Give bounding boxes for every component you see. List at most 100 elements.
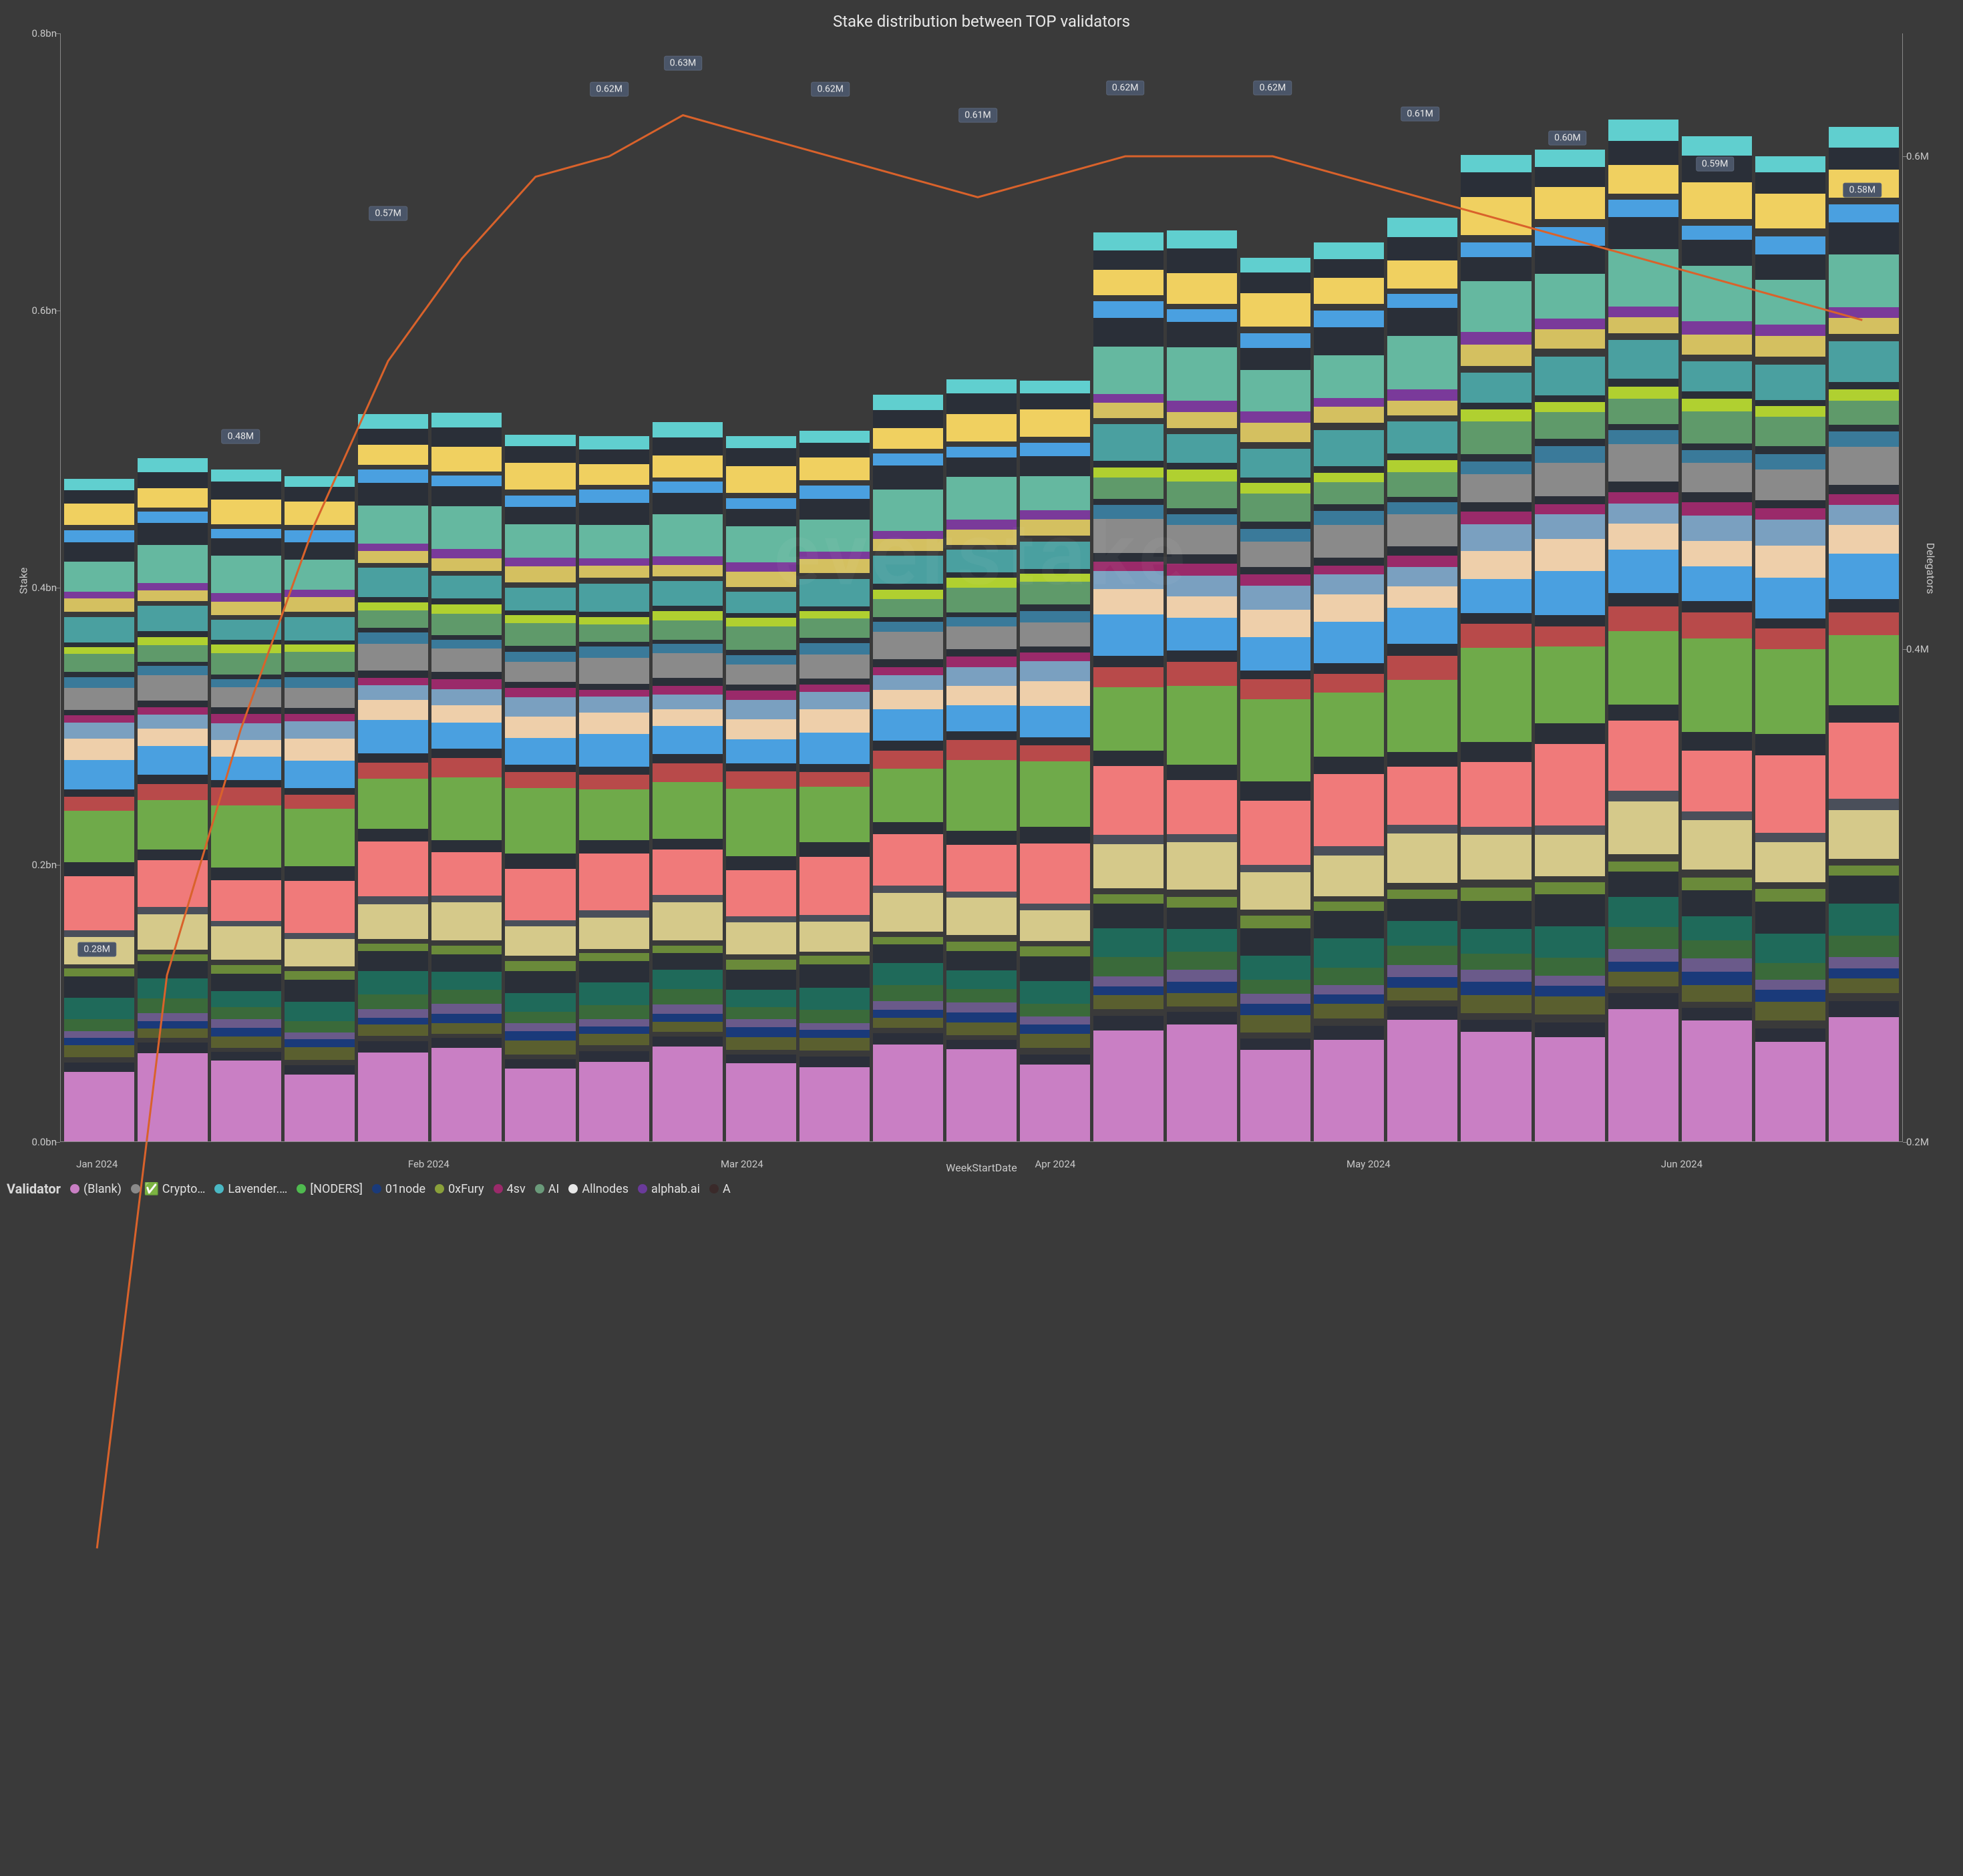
bar-column[interactable] — [1167, 33, 1237, 1142]
bar-segment — [1461, 1020, 1531, 1032]
legend-item[interactable]: 0xFury — [435, 1182, 484, 1196]
legend-item[interactable]: [NODERS] — [297, 1182, 363, 1196]
bar-segment — [285, 761, 355, 788]
bar-segment — [505, 788, 575, 854]
bar-segment — [726, 1050, 796, 1055]
legend-item[interactable]: Allnodes — [568, 1182, 629, 1196]
bar-column[interactable] — [799, 33, 870, 1142]
bar-column[interactable] — [1755, 33, 1825, 1142]
legend-item[interactable]: Lavender.… — [214, 1182, 287, 1196]
bar-segment — [358, 1024, 428, 1035]
bar-column[interactable] — [1020, 33, 1090, 1142]
legend-item[interactable]: AI — [535, 1182, 560, 1196]
bar-column[interactable] — [64, 33, 134, 1142]
bar-segment — [1020, 542, 1090, 569]
bar-segment — [1829, 978, 1899, 993]
bar-segment — [1020, 510, 1090, 519]
bar-column[interactable] — [358, 33, 428, 1142]
bar-column[interactable] — [1314, 33, 1384, 1142]
bar-segment — [653, 953, 723, 970]
bar-column[interactable] — [1461, 33, 1531, 1142]
bar-segment — [1167, 686, 1237, 765]
bar-segment — [211, 757, 281, 779]
bar-segment — [1535, 446, 1605, 462]
bar-segment — [211, 1019, 281, 1028]
bar-segment — [1093, 986, 1164, 996]
bar-segment — [1240, 370, 1310, 412]
bar-segment — [946, 740, 1017, 760]
bar-column[interactable] — [873, 33, 943, 1142]
bar-segment — [64, 1038, 134, 1045]
bar-segment — [64, 562, 134, 592]
bar-segment — [799, 1030, 870, 1038]
bar-segment — [1314, 902, 1384, 912]
bar-segment — [1020, 1024, 1090, 1034]
bar-segment — [138, 637, 208, 645]
bar-segment — [1093, 394, 1164, 403]
legend-label: AI — [548, 1182, 560, 1196]
bar-segment — [64, 789, 134, 797]
bar-segment — [211, 1037, 281, 1048]
bar-column[interactable] — [1240, 33, 1310, 1142]
bar-column[interactable] — [431, 33, 502, 1142]
bar-column[interactable] — [579, 33, 649, 1142]
bar-segment — [1682, 226, 1752, 240]
bar-segment — [64, 617, 134, 642]
bar-segment — [358, 1041, 428, 1053]
bar-column[interactable] — [1608, 33, 1678, 1142]
bar-segment — [1240, 910, 1310, 916]
bar-segment — [1240, 258, 1310, 272]
bar-column[interactable] — [1682, 33, 1752, 1142]
bar-segment — [946, 572, 1017, 578]
bar-column[interactable] — [653, 33, 723, 1142]
bar-column[interactable] — [505, 33, 575, 1142]
bar-segment — [64, 968, 134, 976]
bar-segment — [211, 1061, 281, 1142]
bar-column[interactable] — [1535, 33, 1605, 1142]
bar-segment — [1682, 240, 1752, 266]
bar-segment — [579, 918, 649, 949]
legend-item[interactable]: 4sv — [494, 1182, 526, 1196]
bar-segment — [1829, 1017, 1899, 1142]
bar-segment — [653, 620, 723, 640]
bar-column[interactable] — [726, 33, 796, 1142]
bar-segment — [1829, 425, 1899, 431]
bar-segment — [1314, 574, 1384, 594]
bar-segment — [1829, 599, 1899, 612]
legend-swatch — [131, 1184, 140, 1193]
bar-segment — [1608, 801, 1678, 854]
legend-item[interactable]: (Blank) — [70, 1182, 122, 1196]
bar-segment — [1461, 880, 1531, 888]
bar-segment — [1387, 472, 1457, 497]
bar-column[interactable] — [1093, 33, 1164, 1142]
bar-segment — [1608, 492, 1678, 504]
bar-segment — [1387, 514, 1457, 546]
bar-segment — [653, 940, 723, 946]
bar-segment — [431, 1048, 502, 1142]
bar-segment — [358, 544, 428, 551]
bar-segment — [431, 1038, 502, 1048]
bar-segment — [505, 490, 575, 496]
bar-segment — [1167, 834, 1237, 842]
bar-column[interactable] — [285, 33, 355, 1142]
bar-segment — [285, 739, 355, 761]
y-right-tick: 0.6M — [1906, 150, 1929, 162]
bar-segment — [1020, 611, 1090, 623]
bar-column[interactable] — [1387, 33, 1457, 1142]
bar-column[interactable] — [1829, 33, 1899, 1142]
bar-segment — [1167, 576, 1237, 596]
bar-segment — [431, 990, 502, 1004]
legend-item[interactable]: A — [709, 1182, 731, 1196]
legend-item[interactable]: ✅ Crypto… — [131, 1182, 206, 1196]
bar-column[interactable] — [138, 33, 208, 1142]
legend-item[interactable]: 01node — [372, 1182, 425, 1196]
bar-column[interactable] — [211, 33, 281, 1142]
bar-segment — [505, 435, 575, 446]
bar-segment — [1020, 520, 1090, 536]
bar-segment — [579, 840, 649, 854]
legend-item[interactable]: alphab.ai — [638, 1182, 700, 1196]
bar-segment — [1167, 309, 1237, 322]
bar-column[interactable] — [946, 33, 1017, 1142]
bar-segment — [1755, 980, 1825, 990]
bar-segment — [726, 739, 796, 764]
